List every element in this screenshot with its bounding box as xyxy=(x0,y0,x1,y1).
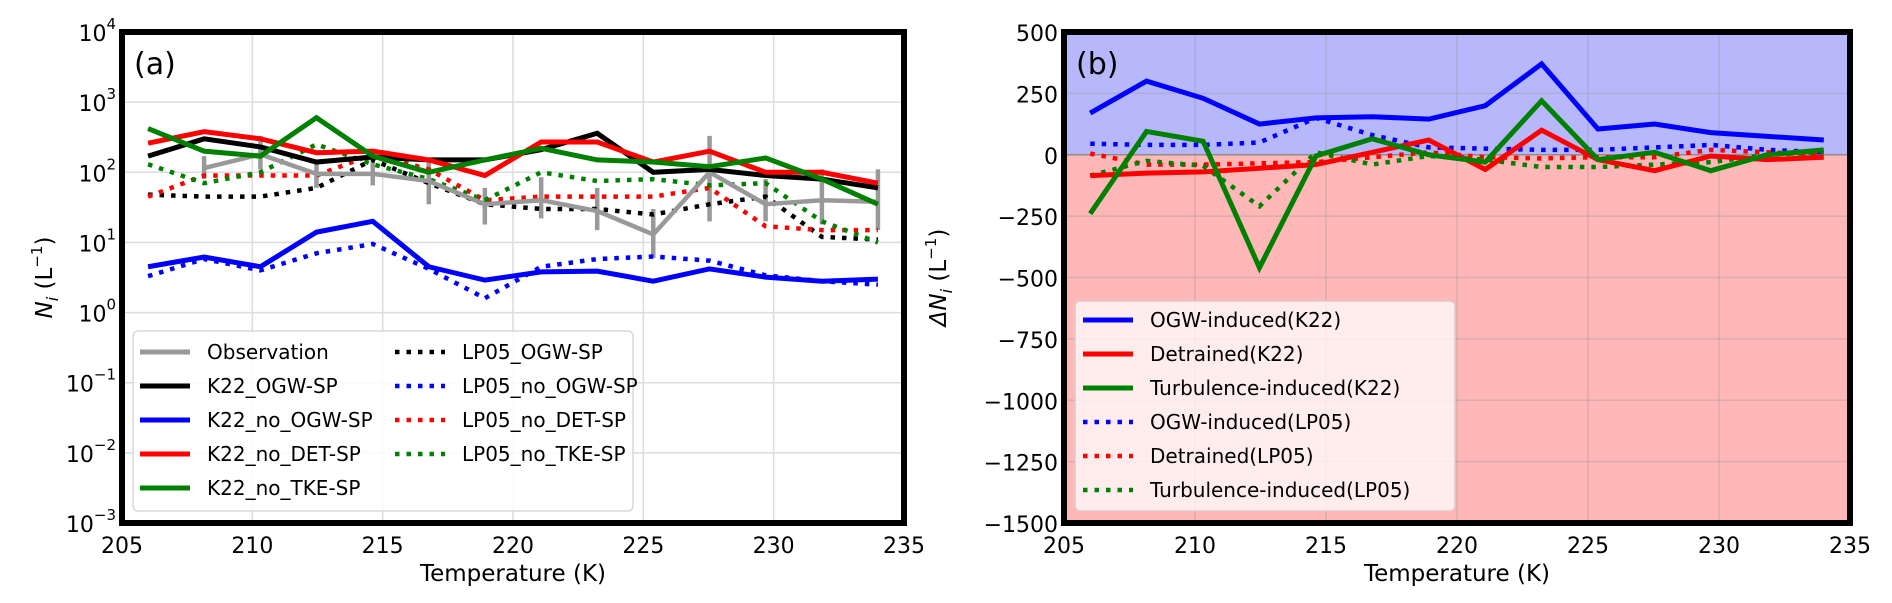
x-tick-label: 235 xyxy=(883,534,925,559)
axes-frame-b xyxy=(1061,29,1853,526)
x-tick-label: 220 xyxy=(1436,534,1478,559)
y-tick-label: 10−2 xyxy=(66,436,116,468)
y-tick-exponent: −2 xyxy=(94,436,116,454)
y-label-close: ) xyxy=(926,229,952,238)
panel-a: 205 210 215 220 225 230 23510410310210110010−1… xyxy=(28,15,925,587)
y-tick-exponent: 4 xyxy=(106,15,116,33)
y-tick-exponent: −1 xyxy=(94,366,116,384)
a-series-line-7 xyxy=(147,152,878,233)
panel-label-b: (b) xyxy=(1076,47,1118,82)
y-label-close: ) xyxy=(32,237,58,246)
legend-box xyxy=(132,330,634,512)
y-tick-label: 100 xyxy=(78,296,116,328)
y-tick-base: 10 xyxy=(66,373,94,398)
x-tick-label: 215 xyxy=(362,534,404,559)
y-tick-label: 500 xyxy=(1016,22,1058,47)
panel-b: 205 210 215 220 225 230 235 500 250 0 −250 −500 −750… xyxy=(922,22,1871,587)
b-series-line-1 xyxy=(1090,127,1824,179)
y-tick-label: 10−1 xyxy=(66,366,116,398)
x-tick-label: 235 xyxy=(1829,534,1871,559)
y-tick-label: 104 xyxy=(78,15,116,47)
y-tick-base: 10 xyxy=(78,303,106,328)
legend-b: OGW-induced(K22) Detrained(K22) Turbulence… xyxy=(1074,300,1456,512)
a-series-line-8 xyxy=(147,141,879,245)
legend-box xyxy=(1074,300,1456,512)
y-tick-base: 10 xyxy=(66,513,94,538)
y-tick-exponent: −3 xyxy=(94,506,116,524)
x-tick-label: 225 xyxy=(622,534,664,559)
legend-entry-label: OGW-induced(K22) xyxy=(1150,308,1341,332)
y-tick-base: 10 xyxy=(78,162,106,187)
x-tick-label: 205 xyxy=(1043,534,1085,559)
y-tick-exponent: 2 xyxy=(106,155,116,173)
a-series-line-4 xyxy=(147,114,879,207)
b-series-line-2 xyxy=(1088,97,1825,274)
y-tick-base: 10 xyxy=(78,92,106,117)
y-tick-exponent: 3 xyxy=(106,85,116,103)
x-axis-label: Temperature (K) xyxy=(419,561,606,587)
legend-entry-label: LP05_no_OGW-SP xyxy=(462,374,638,398)
legend-entry-label: Turbulence-induced(K22) xyxy=(1149,376,1400,400)
y-label-unit: (L xyxy=(32,267,58,296)
a-series-line-2 xyxy=(147,218,879,284)
legend-a: Observation K22_OGW-SP K22_no_OGW-SP K22_no… xyxy=(132,330,638,512)
y-tick-exponent: 1 xyxy=(106,225,116,243)
y-tick-label: −500 xyxy=(998,268,1058,293)
panel-label-a: (a) xyxy=(134,47,176,82)
x-tick-label: 220 xyxy=(492,534,534,559)
y-tick-label: −250 xyxy=(998,206,1058,231)
x-tick-label: 230 xyxy=(1698,534,1740,559)
legend-entry-label: K22_OGW-SP xyxy=(207,374,338,398)
legend-entry-label: Observation xyxy=(207,340,329,364)
legend-entry-label: LP05_no_DET-SP xyxy=(462,408,626,432)
x-tick-label: 205 xyxy=(101,534,143,559)
b-series-line-0 xyxy=(1088,60,1824,143)
y-tick-label: 103 xyxy=(78,85,116,117)
y-tick-label: 101 xyxy=(78,225,116,257)
legend-entry-label: LP05_OGW-SP xyxy=(462,340,603,364)
y-label-sub: i xyxy=(43,296,62,301)
x-tick-label: 210 xyxy=(231,534,273,559)
x-tick-label: 230 xyxy=(753,534,795,559)
y-tick-label: −1250 xyxy=(984,452,1058,477)
y-tick-base: 10 xyxy=(78,22,106,47)
x-tick-label: 225 xyxy=(1567,534,1609,559)
y-label-unit-exp: −1 xyxy=(28,246,46,268)
y-tick-label: −1500 xyxy=(984,513,1058,538)
legend-entry-label: Turbulence-induced(LP05) xyxy=(1149,478,1410,502)
a-series-line-5 xyxy=(147,157,879,242)
y-tick-exponent: 0 xyxy=(106,296,116,314)
legend-entry-label: K22_no_OGW-SP xyxy=(207,408,373,432)
y-tick-label: −1000 xyxy=(984,390,1058,415)
y-tick-label: 250 xyxy=(1016,83,1058,108)
x-tick-label: 215 xyxy=(1305,534,1347,559)
y-tick-label: −750 xyxy=(998,329,1058,354)
y-tick-label: 102 xyxy=(78,155,116,187)
legend-entry-label: K22_no_DET-SP xyxy=(207,442,361,466)
y-label-unit: (L xyxy=(926,260,952,289)
y-axis-label: ΔNi (L−1) xyxy=(922,229,956,329)
a-series-line-3 xyxy=(147,129,879,186)
y-tick-label: 0 xyxy=(1044,145,1058,170)
y-label-unit-exp: −1 xyxy=(922,238,940,260)
x-axis-label: Temperature (K) xyxy=(1363,561,1550,587)
legend-entry-label: Detrained(LP05) xyxy=(1150,444,1314,468)
y-label-main: ΔN xyxy=(926,293,952,328)
x-tick-label: 210 xyxy=(1174,534,1216,559)
y-tick-label: 10−3 xyxy=(66,506,116,538)
y-label-sub: i xyxy=(937,288,956,293)
legend-entry-label: OGW-induced(LP05) xyxy=(1150,410,1351,434)
y-axis-label: Ni (L−1) xyxy=(28,237,62,319)
legend-entry-label: Detrained(K22) xyxy=(1150,342,1303,366)
axes-frame-a xyxy=(119,29,907,526)
legend-entry-label: K22_no_TKE-SP xyxy=(207,476,360,500)
a-series-line-0 xyxy=(203,152,878,238)
legend-entry-label: LP05_no_TKE-SP xyxy=(462,442,626,466)
y-tick-base: 10 xyxy=(78,232,106,257)
y-tick-base: 10 xyxy=(66,443,94,468)
y-label-main: N xyxy=(32,301,58,318)
